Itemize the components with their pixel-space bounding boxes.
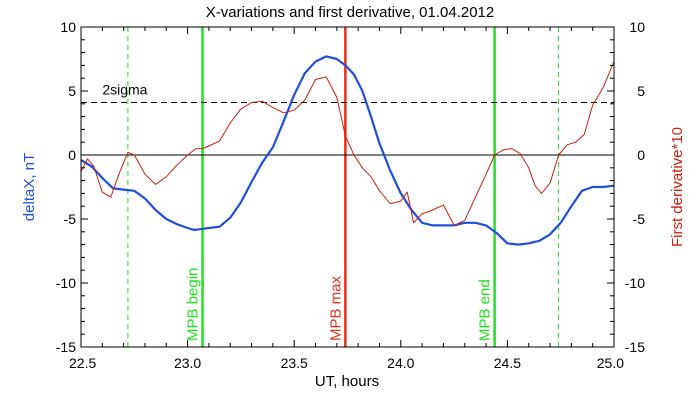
y-tick-label-right: 5 <box>637 83 645 99</box>
marker-label-mpb-end: MPB end <box>477 279 494 341</box>
reference-lines: 2sigma <box>81 82 614 156</box>
y-tick-label-right: -5 <box>633 211 646 227</box>
series-layer <box>80 55 615 246</box>
tick-labels: 22.5 23.0 23.5 24.0 24.5 25.0 10 10 5 5 0 0 -5 -5 -10 -… <box>56 19 645 371</box>
mpb-marker-lines: MPB begin MPB max MPB end <box>127 27 560 347</box>
x-axis-label: UT, hours <box>315 373 379 390</box>
x-tick-label: 22.5 <box>69 355 96 371</box>
x-tick-label: 23.5 <box>281 355 308 371</box>
y-tick-label-left: -5 <box>64 211 77 227</box>
y-axis-label-left: deltaX, nT <box>21 153 38 221</box>
axis-ticks <box>80 26 615 348</box>
y-tick-label-left: -15 <box>56 339 76 355</box>
x-tick-label: 23.0 <box>174 355 201 371</box>
marker-label-mpb-begin: MPB begin <box>185 268 202 341</box>
x-tick-label: 24.5 <box>494 355 521 371</box>
y-tick-label-right: 0 <box>637 147 645 163</box>
y-tick-label-left: -10 <box>56 275 76 291</box>
y-axis-label-right: First derivative*10 <box>669 127 686 247</box>
series-line-derivative <box>80 61 615 226</box>
chart-title: X-variations and first derivative, 01.04… <box>206 4 495 21</box>
marker-label-mpb-max: MPB max <box>327 275 344 341</box>
plot-frame <box>80 26 615 348</box>
y-tick-label-left: 5 <box>68 83 76 99</box>
x-tick-label: 25.0 <box>597 355 624 371</box>
y-tick-label-right: -10 <box>625 275 645 291</box>
y-tick-label-left: 0 <box>68 147 76 163</box>
y-tick-label-right: -15 <box>625 339 645 355</box>
x-tick-label: 24.0 <box>387 355 414 371</box>
two-sigma-label: 2sigma <box>102 82 147 98</box>
series-line-deltax <box>80 55 615 246</box>
y-tick-label-right: 10 <box>629 19 645 35</box>
y-tick-label-left: 10 <box>60 19 76 35</box>
